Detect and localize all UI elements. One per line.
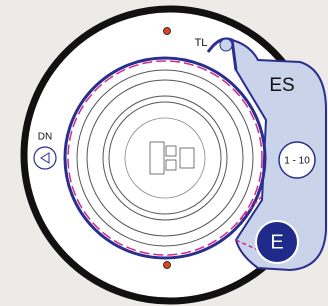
tl-label: TL: [195, 37, 208, 49]
tl-icon: [220, 39, 232, 51]
range-label: 1 - 10: [284, 156, 310, 167]
marker: [164, 28, 171, 35]
floor-plan: TL ES 1 - 10 E DN: [0, 0, 328, 306]
dn-label: DN: [38, 132, 52, 143]
marker: [164, 262, 171, 269]
exit-label: E: [270, 231, 283, 253]
page: {"labels": {"tl": "TL", "es": "ES", "dn"…: [0, 0, 328, 306]
dn-badge[interactable]: [34, 147, 56, 169]
es-label: ES: [269, 75, 294, 96]
